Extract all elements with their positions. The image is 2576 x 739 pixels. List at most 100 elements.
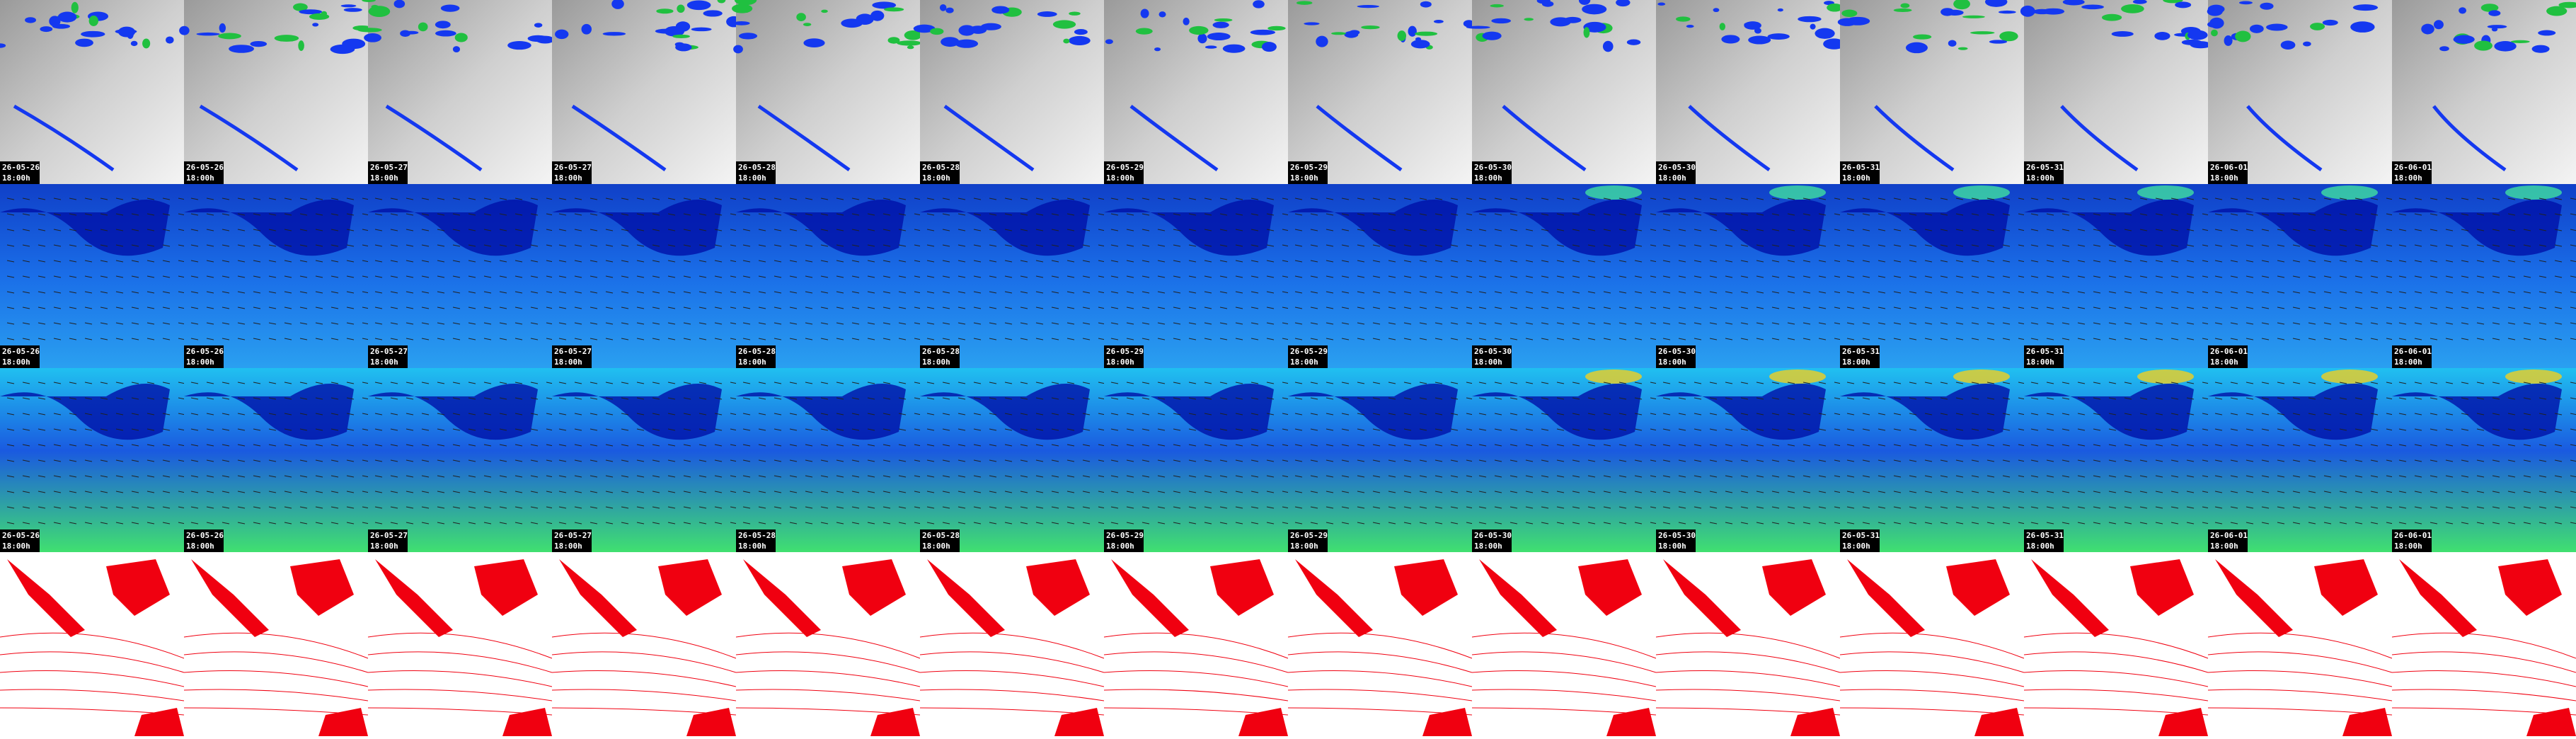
wind-arrow [2186,491,2195,493]
wind-arrow [346,244,355,247]
wind-arrow [2445,338,2454,340]
wind-arrow [621,291,629,294]
wind-arrow [1142,444,1150,447]
wind-arrow [1510,213,1518,216]
wind-arrow [851,307,860,309]
wind-arrow [1618,506,1627,509]
wind-arrow [468,506,476,509]
rain-patch [1827,3,1843,12]
wind-arrow [558,444,567,447]
wind-arrow [1204,291,1212,294]
wind-arrow [284,506,292,509]
wind-arrow [346,475,355,478]
wind-arrow [468,197,476,200]
wind-arrow [115,275,124,278]
wind-arrow [1250,397,1259,400]
rain-patch [2175,1,2192,8]
wind-arrow [131,260,139,263]
wind-arrow [346,213,355,216]
wind-arrow [38,506,46,509]
wind-arrow [1020,382,1028,384]
wind-arrow [1388,506,1396,509]
wind-arrow [558,244,567,247]
wind-arrow [162,475,171,478]
wind-arrow [162,428,171,431]
wind-arrow [2030,291,2039,294]
rain-patch [1846,16,1870,25]
wind-arrow [1603,260,1611,263]
wind-arrow [1434,260,1443,263]
wind-arrow [1294,475,1303,478]
wind-arrow [2214,213,2223,216]
date-label: 26-05-26 [2,347,40,356]
wind-arrow [2323,260,2332,263]
wind-arrow [2492,229,2500,231]
wind-arrow [1846,459,1855,462]
wind-arrow [667,275,676,278]
wind-arrow [1955,275,1964,278]
wind-arrow [1266,522,1275,525]
wind-arrow [84,491,93,493]
wind-arrow [1940,291,1948,294]
wind-arrow [437,397,445,400]
isobar [1839,707,2025,716]
wind-arrow [698,322,707,325]
wind-arrow [1862,506,1870,509]
wind-arrow [2108,260,2117,263]
wind-arrow [1494,506,1502,509]
wind-arrow [2124,229,2132,231]
wind-arrow [237,307,246,309]
rain-patch [40,26,53,33]
isobar [919,632,1105,659]
wind-arrow [805,382,813,384]
wind-arrow [406,197,414,200]
wind-arrow [667,444,676,447]
wind-arrow [2414,229,2422,231]
wind-arrow [2230,213,2238,216]
wind-arrow [867,397,875,400]
wind-arrow [115,459,124,462]
wind-arrow [851,229,860,231]
wind-arrow [2323,322,2332,325]
wind-arrow [2170,275,2179,278]
wind-arrow [1909,522,1917,525]
wind-arrow [574,197,582,200]
wind-arrow [1204,459,1212,462]
rain-patch [1214,18,1233,22]
wind-arrow [284,397,292,400]
wind-arrow [698,444,707,447]
wind-arrow [942,397,950,400]
wind-arrow [421,291,430,294]
wind-arrow [605,506,614,509]
wind-arrow [1541,213,1549,216]
wind-arrow [1771,459,1780,462]
wind-arrow [2554,213,2563,216]
wind-arrow [2124,307,2132,309]
wind-arrow [1971,197,1979,200]
wind-arrow [714,459,723,462]
wind-arrow [1678,229,1686,231]
wind-arrow [22,475,30,478]
rain-patch [2350,21,2375,33]
rain-patch [293,3,308,11]
wind-arrow [1678,260,1686,263]
wind-arrow [774,275,782,278]
rain-patch [2163,0,2183,4]
wind-arrow [714,522,723,525]
wind-arrow [2277,291,2285,294]
rain-patch [2238,1,2253,5]
wind-arrow [942,322,950,325]
wind-arrow [774,428,782,431]
label-box [1656,161,1696,184]
wind-arrow [2430,260,2438,263]
wind-arrow [22,382,30,384]
wind-arrow [1572,522,1580,525]
wind-arrow [53,413,62,416]
rain-band [943,104,1035,172]
label-box [920,529,960,552]
wind-arrow [315,382,323,384]
wind-arrow [1051,491,1059,493]
